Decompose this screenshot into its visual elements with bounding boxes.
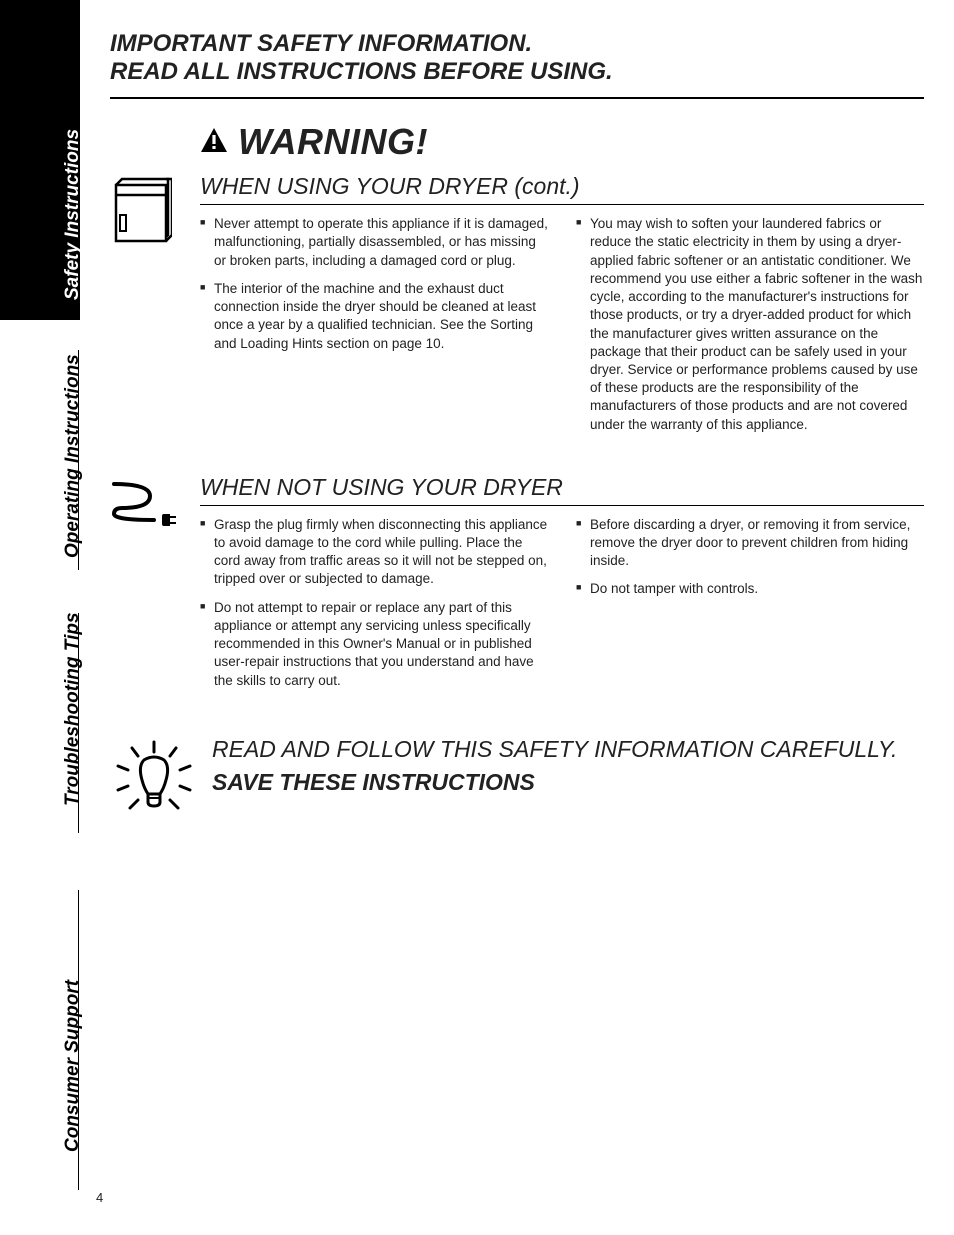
bullet-list: You may wish to soften your laundered fa…	[576, 215, 924, 434]
dryer-icon	[110, 173, 182, 444]
section-heading-using: WHEN USING YOUR DRYER (cont.)	[200, 173, 924, 205]
bullet-list: Before discarding a dryer, or removing i…	[576, 516, 924, 599]
sidebar-tab-operating: Operating Instructions	[62, 354, 84, 558]
bullet-list: Never attempt to operate this appliance …	[200, 215, 548, 353]
sidebar-divider	[78, 613, 79, 833]
footer-section: READ AND FOLLOW THIS SAFETY INFORMATION …	[110, 736, 924, 823]
footer-line-read: READ AND FOLLOW THIS SAFETY INFORMATION …	[212, 736, 924, 763]
section-not-using-dryer: WHEN NOT USING YOUR DRYER Grasp the plug…	[110, 474, 924, 700]
list-item: You may wish to soften your laundered fa…	[576, 215, 924, 434]
cord-icon	[110, 474, 182, 700]
page-title-line1: IMPORTANT SAFETY INFORMATION.	[110, 30, 532, 57]
page-title: IMPORTANT SAFETY INFORMATION. READ ALL I…	[110, 30, 924, 99]
sidebar-tab-consumer: Consumer Support	[62, 980, 84, 1152]
sidebar-tab-troubleshooting: Troubleshooting Tips	[62, 612, 84, 806]
sidebar-divider	[78, 890, 79, 1190]
sidebar-tab-safety: Safety Instructions	[62, 129, 84, 300]
bullet-list: Grasp the plug firmly when disconnecting…	[200, 516, 548, 690]
sidebar-divider	[78, 350, 79, 570]
section-heading-not-using: WHEN NOT USING YOUR DRYER	[200, 474, 924, 506]
section-using-dryer: WHEN USING YOUR DRYER (cont.) Never atte…	[110, 173, 924, 444]
main-content: IMPORTANT SAFETY INFORMATION. READ ALL I…	[80, 0, 954, 1235]
list-item: Do not attempt to repair or replace any …	[200, 599, 548, 690]
footer-line-save: SAVE THESE INSTRUCTIONS	[212, 769, 924, 796]
page-title-line2: READ ALL INSTRUCTIONS BEFORE USING.	[110, 58, 613, 85]
list-item: Grasp the plug firmly when disconnecting…	[200, 516, 548, 589]
warning-heading: WARNING!	[238, 121, 428, 163]
lightbulb-icon	[110, 736, 200, 823]
list-item: The interior of the machine and the exha…	[200, 280, 548, 353]
page-number: 4	[96, 1190, 103, 1205]
warning-triangle-icon	[200, 127, 228, 158]
list-item: Before discarding a dryer, or removing i…	[576, 516, 924, 571]
warning-row: WARNING!	[200, 121, 924, 163]
list-item: Do not tamper with controls.	[576, 580, 924, 598]
sidebar-tabs: Safety Instructions Operating Instructio…	[0, 0, 80, 1235]
list-item: Never attempt to operate this appliance …	[200, 215, 548, 270]
